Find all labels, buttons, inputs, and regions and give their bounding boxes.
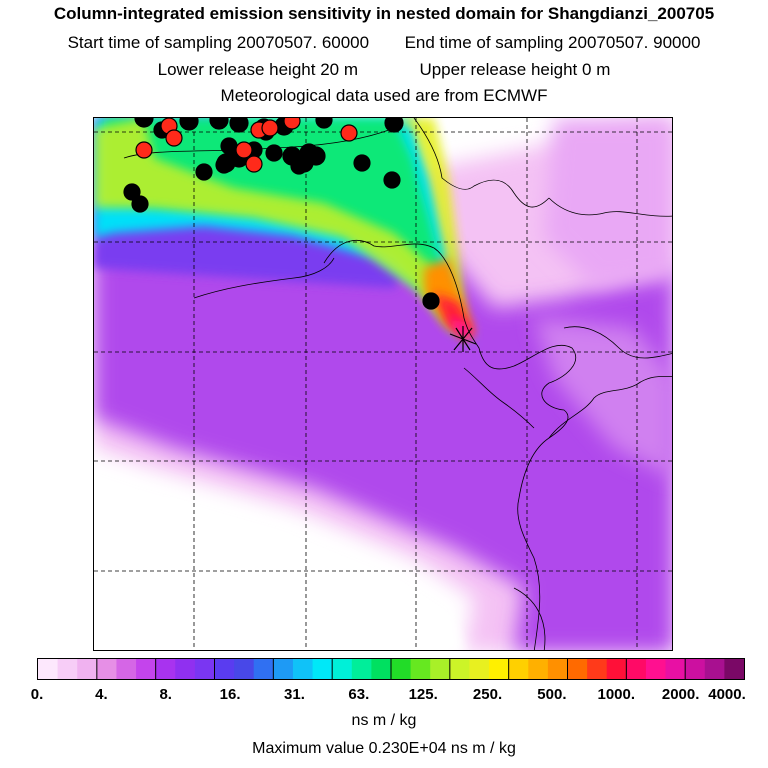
- colorbar-segment: [155, 659, 176, 679]
- colorbar-segment: [645, 659, 667, 679]
- colorbar-segment: [312, 659, 333, 679]
- coastline: [123, 118, 672, 650]
- colorbar-segment: [626, 659, 647, 679]
- release-height-line: Lower release height 20 m Upper release …: [0, 60, 768, 80]
- colorbar-segment: [528, 659, 549, 679]
- colorbar-tick-label: 16.: [219, 686, 241, 703]
- met-data-line: Meteorological data used are from ECMWF: [220, 86, 548, 105]
- colorbar-segment: [96, 659, 118, 679]
- colorbar-tick-label: 8.: [159, 686, 172, 703]
- colorbar-segment: [489, 659, 510, 679]
- colorbar-tick-label: 4.: [95, 686, 108, 703]
- end-time-value: 20070507. 90000: [568, 33, 701, 52]
- colorbar-segment: [371, 659, 392, 679]
- colorbar-tick-label: 250.: [472, 686, 503, 703]
- colorbar-tick-label: 500.: [537, 686, 567, 703]
- upper-height-value: 0 m: [582, 60, 611, 79]
- colorbar-segment: [508, 659, 529, 679]
- plot-title: Column-integrated emission sensitivity i…: [53, 4, 715, 23]
- lower-height-value: 20 m: [320, 60, 358, 79]
- start-time-label: Start time of sampling: [67, 33, 232, 52]
- colorbar-tick-label: 0.: [30, 686, 44, 703]
- colorbar-segment: [77, 659, 98, 679]
- colorbar-segment: [469, 659, 490, 679]
- colorbar-segment: [587, 659, 608, 679]
- sampling-time-line: Start time of sampling 20070507. 60000 E…: [0, 33, 768, 53]
- grid-lines: [94, 118, 672, 650]
- colorbar-tick-label: 1000.: [597, 686, 636, 703]
- colorbar-segment: [567, 659, 588, 679]
- field-purple: [94, 238, 672, 650]
- colorbar-segment: [194, 659, 216, 679]
- sensitivity-map: [93, 117, 673, 651]
- colorbar: [37, 658, 745, 680]
- field-green: [104, 118, 456, 323]
- colorbar-segment: [665, 659, 686, 679]
- colorbar-segment: [685, 659, 706, 679]
- asterisk-icon: [449, 326, 477, 352]
- colorbar-tick-label: 4000.: [708, 686, 746, 703]
- colorbar-segment: [547, 659, 569, 679]
- colorbar-segment: [234, 659, 255, 679]
- colorbar-segment: [724, 659, 744, 679]
- colorbar-tick-label: 2000.: [661, 686, 700, 703]
- colorbar-segment: [273, 659, 294, 679]
- colorbar-tick-label: 31.: [284, 686, 305, 703]
- colorbar-segment: [351, 659, 372, 679]
- colorbar-segment: [292, 659, 314, 679]
- colorbar-segment: [449, 659, 471, 679]
- colorbar-segment: [430, 659, 451, 679]
- colorbar-segment: [38, 659, 59, 679]
- colorbar-segment: [57, 659, 78, 679]
- colorbar-segment: [253, 659, 274, 679]
- end-time-label: End time of sampling: [404, 33, 564, 52]
- colorbar-units: ns m / kg: [351, 712, 417, 729]
- colorbar-segment: [136, 659, 157, 679]
- colorbar-segment: [410, 659, 431, 679]
- colorbar-segment: [606, 659, 627, 679]
- colorbar-segment: [214, 659, 235, 679]
- plume-marker: [422, 292, 440, 310]
- colorbar-segment: [175, 659, 196, 679]
- colorbar-tick-label: 63.: [348, 686, 370, 703]
- start-time-value: 20070507. 60000: [236, 33, 370, 52]
- colorbar-tick-label: 125.: [408, 686, 438, 703]
- cluster-markers: [123, 118, 440, 310]
- lower-height-label: Lower release height: [157, 60, 316, 79]
- upper-height-label: Upper release height: [419, 60, 578, 79]
- colorbar-segment: [332, 659, 353, 679]
- max-value-text: Maximum value 0.230E+04 ns m / kg: [252, 740, 516, 757]
- colorbar-segment: [704, 659, 725, 679]
- colorbar-segment: [391, 659, 412, 679]
- colorbar-segment: [116, 659, 137, 679]
- field-yellow: [94, 118, 464, 333]
